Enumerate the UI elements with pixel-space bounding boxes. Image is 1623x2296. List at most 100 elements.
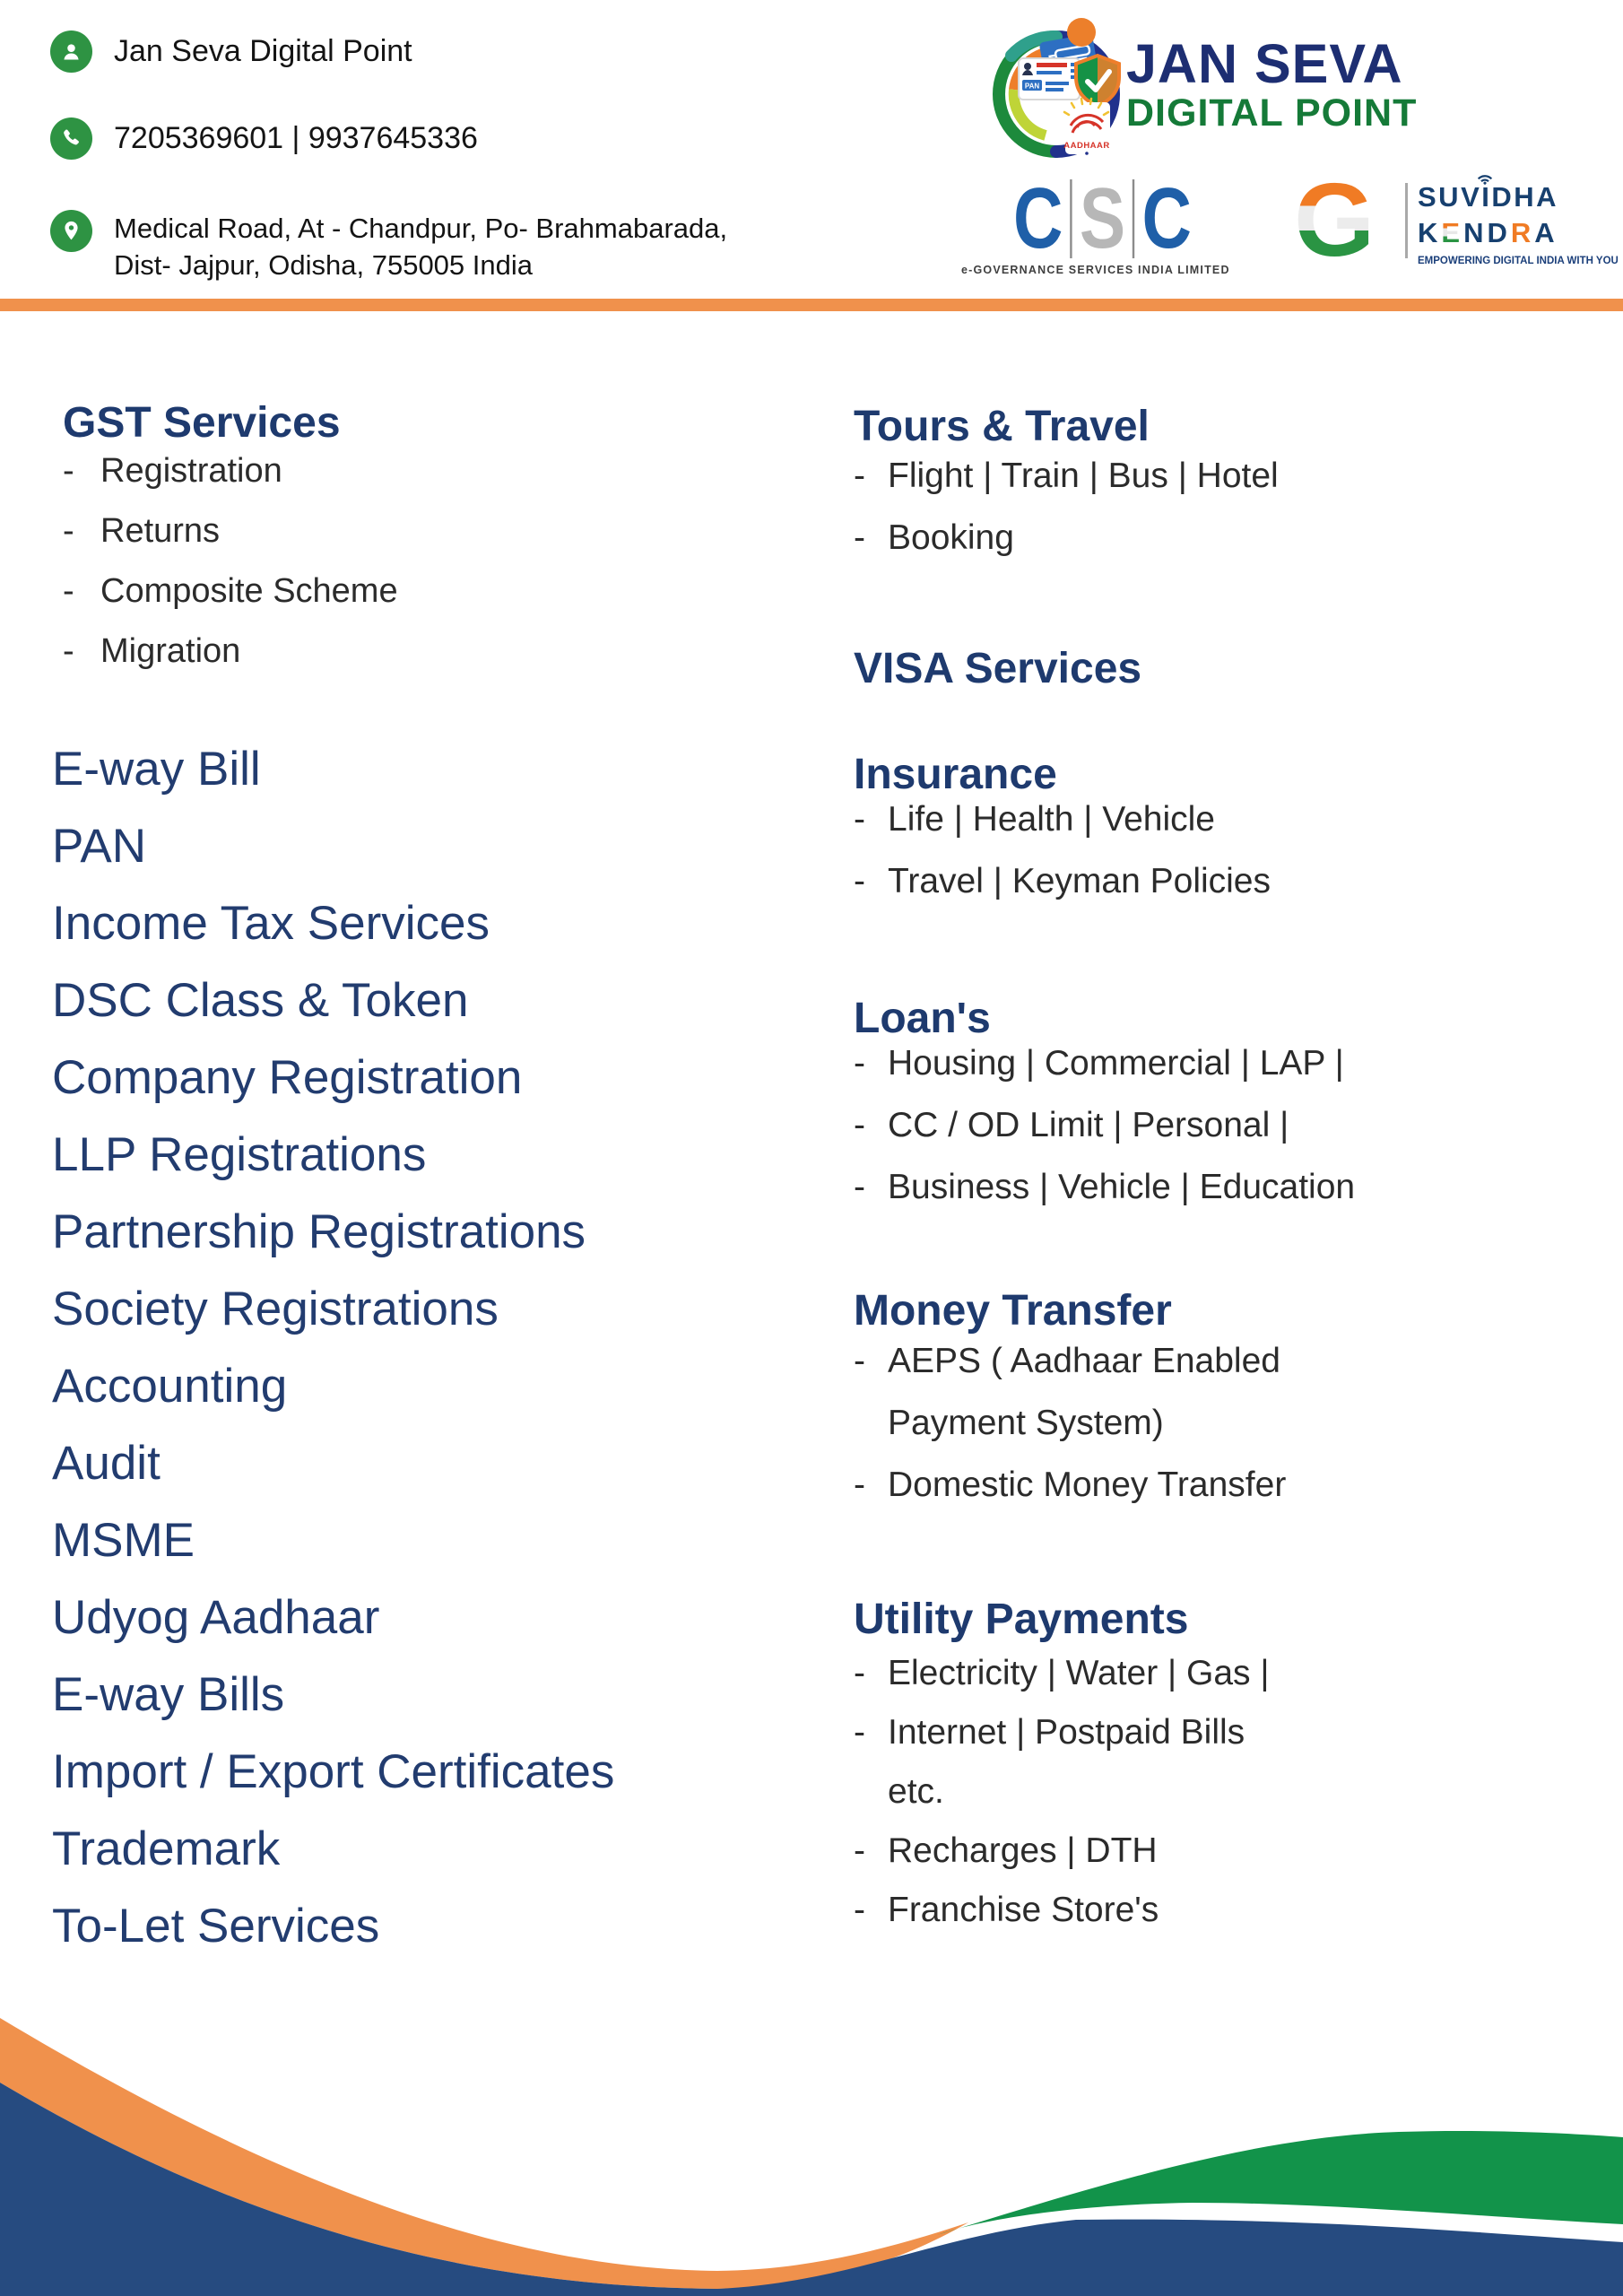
section-title-utility-payments: Utility Payments bbox=[854, 1595, 1189, 1643]
gst-item-text: Registration bbox=[100, 452, 282, 490]
service-item: Society Registrations bbox=[52, 1283, 499, 1335]
head-icon bbox=[1067, 18, 1096, 47]
item-text: Domestic Money Transfer bbox=[888, 1465, 1287, 1504]
dash-bullet: - bbox=[854, 457, 865, 495]
gst-item-text: Returns bbox=[100, 512, 221, 550]
jan-seva-emblem-graphic: PAN A bbox=[993, 18, 1121, 158]
list-item: - Registration bbox=[63, 448, 398, 509]
csc-letter-c2: C bbox=[1141, 170, 1192, 266]
csc-letter-c1: C bbox=[1013, 170, 1063, 266]
insurance-list: - Life | Health | Vehicle - Travel | Keyma… bbox=[854, 796, 1598, 920]
section-title-money-transfer: Money Transfer bbox=[854, 1286, 1172, 1335]
suvidha-mark-icon: G bbox=[1294, 161, 1376, 278]
section-title-loans: Loan's bbox=[854, 994, 991, 1042]
service-item: Partnership Registrations bbox=[52, 1205, 586, 1258]
service-item: Audit bbox=[52, 1437, 161, 1490]
phone-row: 7205369601 | 9937645336 bbox=[50, 117, 478, 160]
list-item: - Migration bbox=[63, 629, 398, 689]
suvidha-kendra-logo: G SUVIDHA KENDRA EMPOWERING DIGITAL INDI… bbox=[1294, 161, 1623, 278]
kendra-letter-r: R bbox=[1510, 217, 1535, 248]
dash-bullet: - bbox=[854, 518, 865, 557]
list-item: - Life | Health | Vehicle bbox=[854, 796, 1598, 858]
list-item: - Flight | Train | Bus | Hotel bbox=[854, 453, 1598, 515]
dash-bullet: - bbox=[854, 1106, 865, 1144]
list-item-continuation: -Payment System) bbox=[854, 1400, 1598, 1462]
dash-bullet: - bbox=[63, 632, 74, 670]
kendra-letter: A bbox=[1534, 217, 1558, 248]
suvidha-word: SUVIDHA bbox=[1418, 175, 1623, 213]
service-item: DSC Class & Token bbox=[52, 974, 469, 1027]
dash-bullet: - bbox=[854, 1044, 865, 1083]
list-item: - Business | Vehicle | Education bbox=[854, 1164, 1598, 1226]
orange-divider bbox=[0, 299, 1623, 311]
list-item: - Travel | Keyman Policies bbox=[854, 858, 1598, 920]
service-item: To-Let Services bbox=[52, 1900, 380, 1952]
csc-tagline: e-GOVERNANCE SERVICES INDIA LIMITED bbox=[961, 264, 1230, 276]
location-icon bbox=[50, 210, 92, 252]
utility-payments-list: - Electricity | Water | Gas | - Internet |… bbox=[854, 1650, 1598, 1946]
dash-bullet: - bbox=[854, 1465, 865, 1504]
address-line-2: Dist- Jajpur, Odisha, 755005 India bbox=[114, 249, 533, 281]
dash-bullet: - bbox=[854, 1891, 865, 1929]
service-item: MSME bbox=[52, 1514, 195, 1567]
csc-divider-bar bbox=[1070, 179, 1072, 258]
person-icon bbox=[50, 30, 92, 73]
gst-item-text: Composite Scheme bbox=[100, 572, 398, 610]
aadhaar-label: AADHAAR bbox=[1063, 141, 1110, 151]
suvidha-tagline: EMPOWERING DIGITAL INDIA WITH YOU bbox=[1418, 256, 1619, 266]
money-transfer-list: -AEPS ( Aadhaar Enabled -Payment System)… bbox=[854, 1338, 1598, 1524]
list-item: - Franchise Store's bbox=[854, 1887, 1598, 1946]
dash-bullet: - bbox=[63, 512, 74, 550]
csc-letter-s: S bbox=[1079, 170, 1126, 266]
pan-card-icon: PAN bbox=[1018, 57, 1081, 100]
tours-travel-list: - Flight | Train | Bus | Hotel - Booking bbox=[854, 453, 1598, 577]
service-item: Income Tax Services bbox=[52, 897, 490, 950]
item-text: Travel | Keyman Policies bbox=[888, 862, 1271, 900]
list-item-continuation: -etc. bbox=[854, 1769, 1598, 1828]
jan-seva-emblem: PAN A bbox=[992, 7, 1122, 182]
kendra-letter: K bbox=[1418, 217, 1442, 248]
csc-logo: C S C e-GOVERNANCE SERVICES INDIA LIMITE… bbox=[961, 170, 1248, 277]
item-text: Payment System) bbox=[888, 1404, 1164, 1442]
list-item: - Housing | Commercial | LAP | bbox=[854, 1040, 1598, 1102]
bottom-wave-decoration bbox=[0, 2018, 1623, 2296]
gst-item-text: Migration bbox=[100, 632, 241, 670]
section-title-visa-services: VISA Services bbox=[854, 644, 1142, 692]
shield-icon bbox=[1074, 53, 1121, 109]
list-item: - Internet | Postpaid Bills bbox=[854, 1709, 1598, 1769]
pan-label: PAN bbox=[1025, 83, 1040, 91]
service-item: Company Registration bbox=[52, 1051, 523, 1104]
list-item: - AEPS ( Aadhaar Enabled bbox=[854, 1338, 1598, 1400]
phone-icon bbox=[50, 117, 92, 160]
service-item: E-way Bills bbox=[52, 1668, 285, 1721]
kendra-letters: ND bbox=[1463, 217, 1511, 248]
loans-list: - Housing | Commercial | LAP | - CC / OD L… bbox=[854, 1040, 1598, 1226]
list-item: - Domestic Money Transfer bbox=[854, 1462, 1598, 1524]
business-name-row: Jan Seva Digital Point bbox=[50, 30, 412, 73]
services-list: E-way Bill PAN Income Tax Services DSC C… bbox=[52, 741, 614, 1975]
wave-blue bbox=[0, 2083, 1623, 2296]
list-item: - Booking bbox=[854, 515, 1598, 577]
item-text: Life | Health | Vehicle bbox=[888, 800, 1215, 839]
list-item: - Electricity | Water | Gas | bbox=[854, 1650, 1598, 1709]
service-item: Import / Export Certificates bbox=[52, 1745, 615, 1798]
brand-subtitle: DIGITAL POINT bbox=[1126, 91, 1418, 135]
dash-bullet: - bbox=[854, 1713, 865, 1752]
dash-bullet: - bbox=[63, 452, 74, 490]
dash-bullet: - bbox=[854, 1654, 865, 1692]
list-item: - CC / OD Limit | Personal | bbox=[854, 1102, 1598, 1164]
suvidha-word-text: SUVIDHA bbox=[1418, 181, 1559, 213]
wifi-icon bbox=[1477, 175, 1493, 185]
service-item: Accounting bbox=[52, 1360, 288, 1413]
flag-e-icon: E bbox=[1441, 217, 1464, 248]
dash-bullet: - bbox=[63, 572, 74, 610]
item-text: Internet | Postpaid Bills bbox=[888, 1713, 1245, 1752]
csc-letters: C S C bbox=[1013, 170, 1202, 266]
address-row: Medical Road, At - Chandpur, Po- Brahmab… bbox=[50, 210, 727, 283]
phone-numbers: 7205369601 | 9937645336 bbox=[114, 121, 478, 155]
item-text: Business | Vehicle | Education bbox=[888, 1168, 1356, 1206]
suvidha-divider-line bbox=[1405, 183, 1408, 258]
service-item: PAN bbox=[52, 820, 147, 873]
section-title-gst-services: GST Services bbox=[63, 398, 341, 447]
